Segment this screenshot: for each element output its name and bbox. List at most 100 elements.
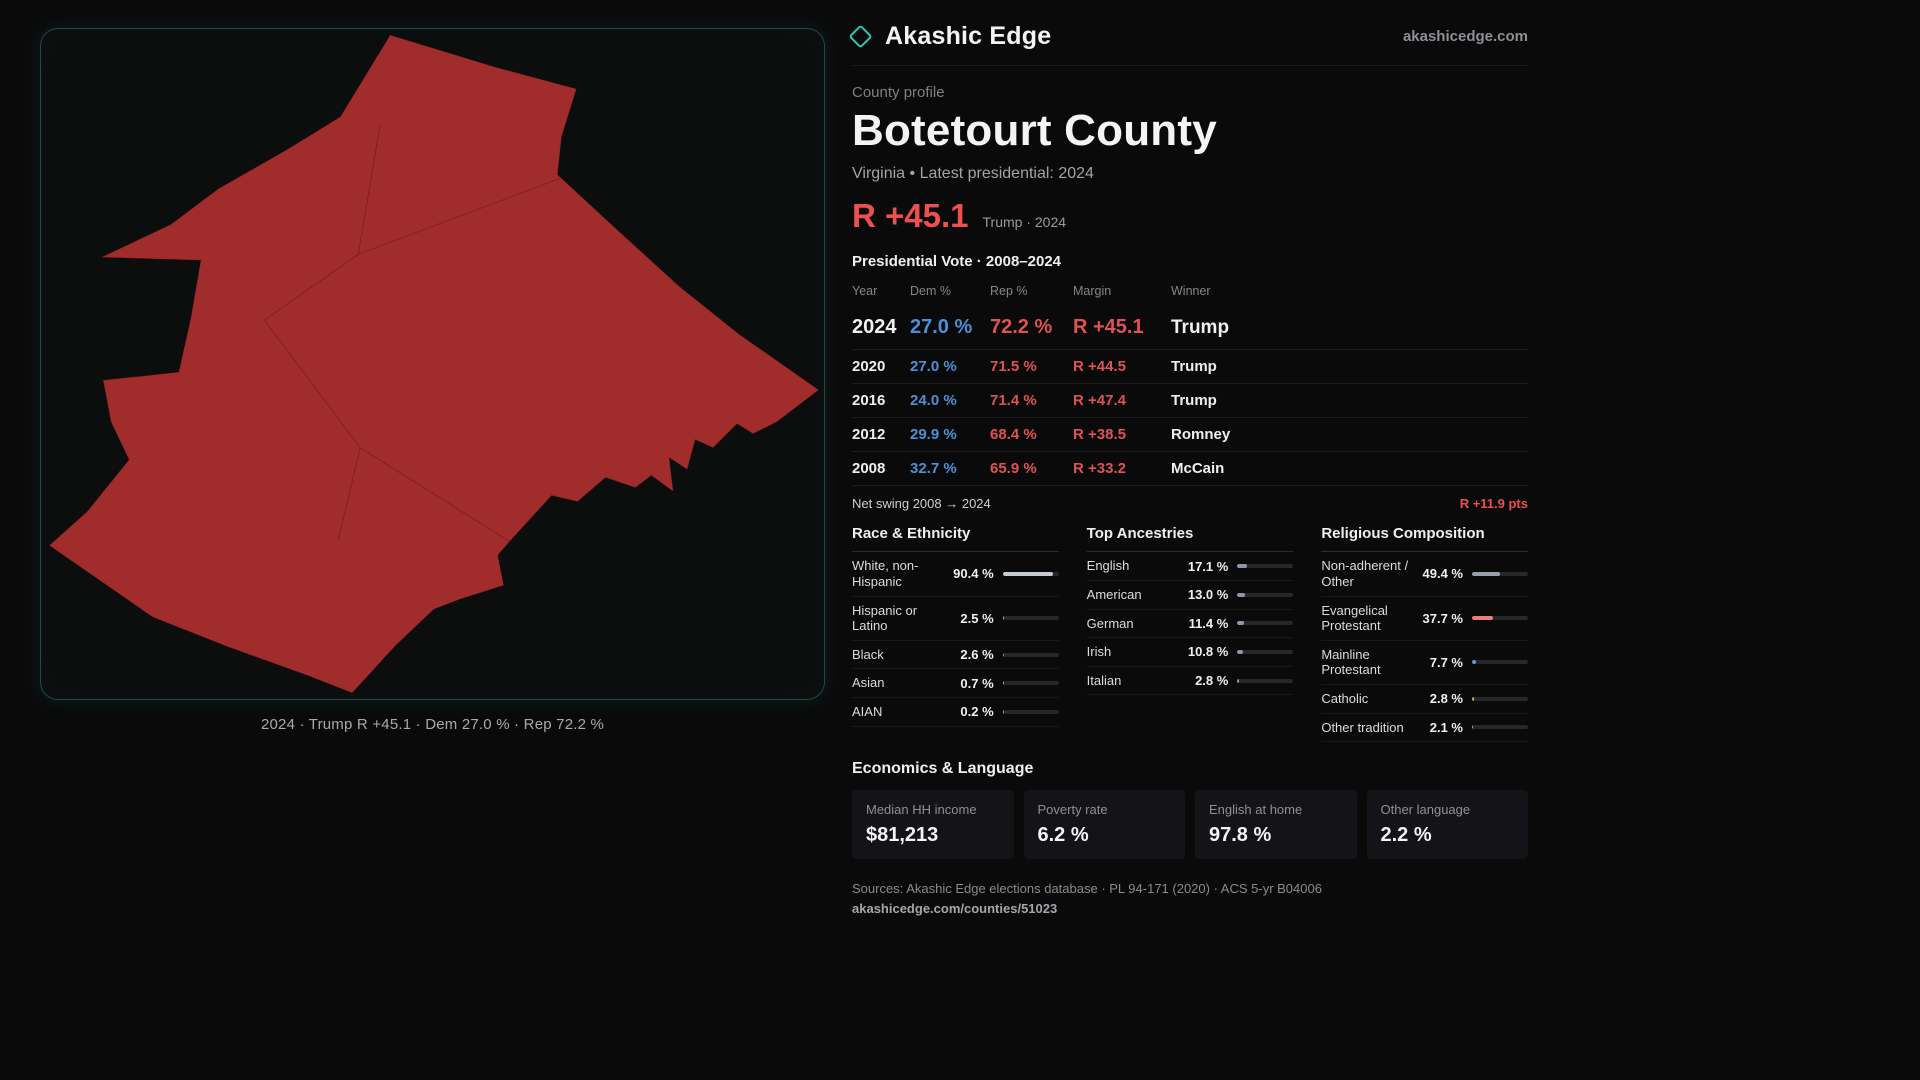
- demo-label: Other tradition: [1321, 719, 1404, 735]
- stat-label: Poverty rate: [1037, 802, 1108, 818]
- demo-label: American: [1086, 586, 1142, 602]
- bar-fill: [1002, 652, 1005, 657]
- demo-value: 0.2 %: [960, 704, 994, 720]
- demo-bar: [1237, 564, 1294, 569]
- bar-fill: [1472, 696, 1474, 701]
- ancestries-column: Top Ancestries English 17.1 % American 1…: [1086, 525, 1294, 742]
- demo-row: Black 2.6 %: [852, 641, 1059, 670]
- demo-label: German: [1086, 615, 1134, 631]
- demo-label: Evangelical Protestant: [1321, 602, 1388, 634]
- vote-table-title: Presidential Vote · 2008–2024: [852, 253, 1062, 271]
- bar-fill: [1237, 564, 1247, 569]
- demo-bar: [1002, 652, 1059, 657]
- demo-bar: [1472, 571, 1528, 576]
- demo-value: 49.4 %: [1422, 566, 1463, 582]
- demo-label: Italian: [1086, 672, 1122, 688]
- page-title: Botetourt County: [852, 106, 1217, 155]
- demo-bar: [1472, 725, 1528, 730]
- demo-value: 10.8 %: [1187, 644, 1229, 660]
- cell-winner: Trump: [1171, 358, 1217, 376]
- bar-fill: [1237, 649, 1244, 654]
- demo-value: 2.8 %: [1195, 673, 1229, 689]
- cell-year: 2012: [852, 426, 886, 444]
- demo-value: 90.4 %: [953, 566, 994, 582]
- headline-margin: R +45.1: [852, 197, 969, 235]
- net-swing-label: Net swing 2008 → 2024: [852, 496, 991, 512]
- demo-label: Mainline Protestant: [1321, 646, 1381, 678]
- cell-year: 2020: [852, 358, 886, 376]
- cell-dem: 32.7 %: [910, 460, 957, 478]
- demo-label: Irish: [1086, 644, 1112, 660]
- col-year: Year: [852, 284, 878, 299]
- demo-bar: [1472, 660, 1528, 665]
- demo-label: White, non-Hispanic: [852, 558, 919, 589]
- cell-dem: 27.0 %: [910, 358, 957, 376]
- cell-rep: 65.9 %: [990, 460, 1037, 478]
- table-row: 2008 32.7 % 65.9 % R +33.2 McCain: [852, 452, 1528, 487]
- headline-note: Trump · 2024: [982, 214, 1067, 231]
- brand-header: Akashic Edge akashicedge.com: [848, 22, 1528, 66]
- cell-rep: 71.5 %: [990, 358, 1037, 376]
- demo-value: 2.8 %: [1429, 691, 1463, 707]
- net-swing-row: Net swing 2008 → 2024 R +11.9 pts: [852, 486, 1528, 519]
- demo-row: Catholic 2.8 %: [1321, 685, 1528, 714]
- demo-row: AIAN 0.2 %: [852, 698, 1059, 727]
- footer: Sources: Akashic Edge elections database…: [852, 881, 1528, 916]
- map-panel: [40, 28, 825, 700]
- brand-domain-link[interactable]: akashicedge.com: [1402, 28, 1528, 45]
- cell-year: 2024: [852, 316, 897, 339]
- cell-margin: R +44.5: [1073, 358, 1126, 376]
- demo-bar: [1002, 709, 1059, 714]
- cell-winner: Trump: [1171, 392, 1217, 410]
- cell-year: 2016: [852, 392, 886, 410]
- profile-content: Akashic Edge akashicedge.com County prof…: [848, 22, 1528, 916]
- headline-margin-block: R +45.1 Trump · 2024: [852, 197, 1528, 235]
- bar-fill: [1472, 571, 1500, 576]
- table-row: 2020 27.0 % 71.5 % R +44.5 Trump: [852, 350, 1528, 385]
- section-title: Top Ancestries: [1086, 525, 1294, 553]
- demo-row: Hispanic or Latino 2.5 %: [852, 597, 1059, 641]
- demo-row: German 11.4 %: [1086, 610, 1294, 639]
- demo-row: American 13.0 %: [1086, 581, 1294, 610]
- county-shape: [48, 34, 820, 694]
- demo-bar: [1002, 571, 1059, 576]
- stat-value: 6.2 %: [1037, 824, 1089, 847]
- stat-box-other-language: Other language 2.2 %: [1366, 790, 1528, 860]
- demo-label: English: [1086, 558, 1130, 574]
- demo-row: Asian 0.7 %: [852, 669, 1059, 698]
- demo-bar: [1002, 616, 1059, 621]
- stat-box-poverty: Poverty rate 6.2 %: [1023, 790, 1185, 860]
- demo-value: 7.7 %: [1429, 654, 1463, 670]
- bar-fill: [1237, 621, 1244, 626]
- stat-box-median-income: Median HH income $81,213: [852, 790, 1014, 860]
- demo-value: 37.7 %: [1422, 610, 1463, 626]
- cell-rep: 68.4 %: [990, 426, 1037, 444]
- cell-dem: 29.9 %: [910, 426, 957, 444]
- section-title: Race & Ethnicity: [852, 525, 1059, 553]
- race-ethnicity-column: Race & Ethnicity White, non-Hispanic 90.…: [852, 525, 1059, 742]
- cell-winner: McCain: [1171, 460, 1225, 478]
- table-row: 2016 24.0 % 71.4 % R +47.4 Trump: [852, 384, 1528, 419]
- cell-dem: 24.0 %: [910, 392, 957, 410]
- county-map: [48, 34, 820, 694]
- diamond-logo-icon: [848, 24, 873, 49]
- permalink[interactable]: akashicedge.com/counties/51023: [852, 901, 1058, 917]
- demo-row: Mainline Protestant 7.7 %: [1321, 641, 1528, 685]
- bar-fill: [1237, 592, 1245, 597]
- demo-label: AIAN: [852, 703, 883, 719]
- economics-title: Economics & Language: [852, 760, 1034, 778]
- demo-bar: [1472, 696, 1528, 701]
- demo-value: 11.4 %: [1188, 615, 1229, 631]
- sources-text: Sources: Akashic Edge elections database…: [852, 881, 1322, 897]
- cell-year: 2008: [852, 460, 886, 478]
- demo-row: Evangelical Protestant 37.7 %: [1321, 597, 1528, 641]
- bar-fill: [1472, 616, 1494, 621]
- cell-margin: R +33.2: [1073, 460, 1126, 478]
- bar-fill: [1002, 571, 1054, 576]
- cell-winner: Romney: [1171, 426, 1231, 444]
- map-section: 2024 · Trump R +45.1 · Dem 27.0 % · Rep …: [40, 28, 825, 733]
- demo-label: Hispanic or Latino: [852, 602, 918, 634]
- demo-value: 13.0 %: [1187, 587, 1229, 603]
- demo-label: Catholic: [1321, 690, 1369, 706]
